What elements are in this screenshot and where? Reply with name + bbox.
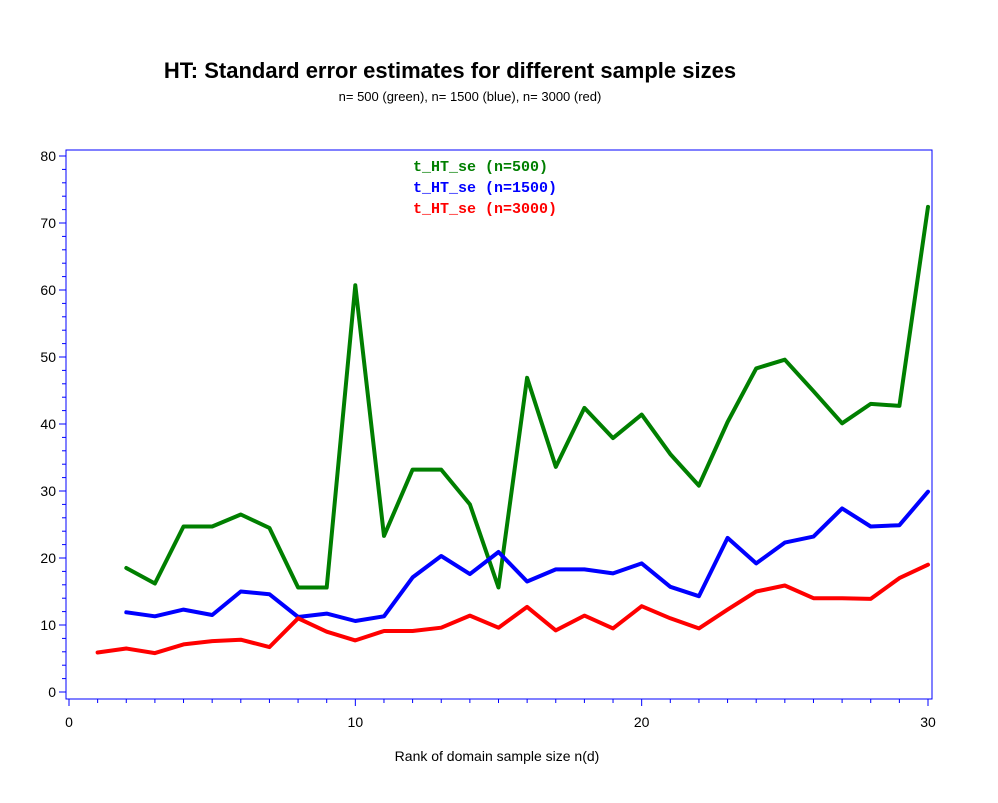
x-tick-label: 0	[65, 714, 73, 730]
y-tick-label: 0	[48, 684, 56, 700]
x-tick-label: 10	[348, 714, 364, 730]
y-tick-label: 80	[40, 148, 56, 164]
x-axis: 0 10 20 30	[65, 699, 936, 730]
y-tick-label: 20	[40, 550, 56, 566]
y-tick-label: 50	[40, 349, 56, 365]
legend-entry-1: t_HT_se (n=1500)	[413, 180, 557, 197]
chart-title: HT: Standard error estimates for differe…	[164, 58, 736, 83]
legend-entry-0: t_HT_se (n=500)	[413, 159, 548, 176]
series-line-0	[124, 204, 930, 590]
chart-subtitle: n= 500 (green), n= 1500 (blue), n= 3000 …	[339, 89, 602, 104]
y-tick-label: 40	[40, 416, 56, 432]
x-tick-label: 30	[920, 714, 936, 730]
series-line-1	[124, 489, 930, 623]
x-axis-label: Rank of domain sample size n(d)	[395, 748, 600, 764]
legend-entry-2: t_HT_se (n=3000)	[413, 201, 557, 218]
y-tick-label: 10	[40, 617, 56, 633]
y-axis: 0 10 20 30 40 50 60 70 80	[40, 148, 66, 700]
plot-frame	[65, 149, 933, 700]
series-line-2	[95, 562, 930, 656]
legend: t_HT_se (n=500) t_HT_se (n=1500) t_HT_se (…	[413, 159, 557, 218]
x-tick-label: 20	[634, 714, 650, 730]
y-tick-label: 70	[40, 215, 56, 231]
y-tick-label: 30	[40, 483, 56, 499]
y-tick-label: 60	[40, 282, 56, 298]
series-layer	[95, 204, 930, 656]
